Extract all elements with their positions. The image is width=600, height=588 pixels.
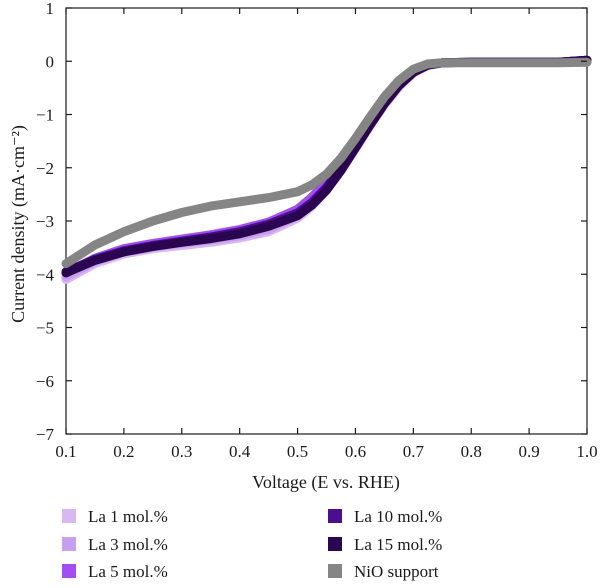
legend-label: NiO support: [354, 562, 439, 581]
legend-swatch: [62, 564, 76, 578]
y-tick-label: 0: [46, 52, 55, 71]
legend-label: La 3 mol.%: [88, 535, 168, 554]
series-line-3: [61, 55, 592, 278]
x-tick-label: 0.3: [171, 442, 192, 461]
x-tick-label: 0.8: [461, 442, 482, 461]
legend-label: La 10 mol.%: [354, 507, 442, 526]
series-layer: [61, 55, 592, 285]
y-tick-label: 1: [46, 0, 55, 18]
series-line-4: [61, 55, 592, 277]
series-line-6: [61, 57, 592, 269]
y-axis-label: Current density (mA·cm⁻²): [8, 125, 29, 323]
x-axis-label: Voltage (E vs. RHE): [252, 472, 400, 493]
legend: La 1 mol.% La 3 mol.% La 5 mol.% La 10 mol.…: [62, 507, 442, 581]
x-tick-label: 0.7: [403, 442, 425, 461]
y-tick-label: −7: [36, 425, 55, 444]
x-tick-label: 0.6: [345, 442, 366, 461]
x-tick-label: 1.0: [576, 442, 597, 461]
y-tick-label: −1: [36, 106, 54, 125]
y-tick-label: −4: [36, 265, 55, 284]
y-tick-label: −6: [36, 372, 54, 391]
legend-swatch: [328, 537, 342, 551]
x-tick-label: 0.4: [229, 442, 251, 461]
ticks-layer: 0.1 0.2 0.3 0.4 0.5 0.6 0.7 0.8 0.9 1.0 1 0 −1 −2 −3 −4…: [36, 0, 598, 461]
legend-label: La 5 mol.%: [88, 562, 168, 581]
x-tick-label: 0.1: [55, 442, 76, 461]
y-tick-label: −5: [36, 319, 54, 338]
y-tick-label: −2: [36, 159, 54, 178]
legend-swatch: [328, 509, 342, 523]
legend-swatch: [62, 509, 76, 523]
x-tick-label: 0.2: [113, 442, 134, 461]
y-tick-label: −3: [36, 212, 54, 231]
legend-swatch: [62, 537, 76, 551]
legend-label: La 1 mol.%: [88, 507, 168, 526]
legend-swatch: [328, 564, 342, 578]
legend-label: La 15 mol.%: [354, 535, 442, 554]
x-tick-label: 0.9: [518, 442, 539, 461]
x-tick-label: 0.5: [287, 442, 308, 461]
